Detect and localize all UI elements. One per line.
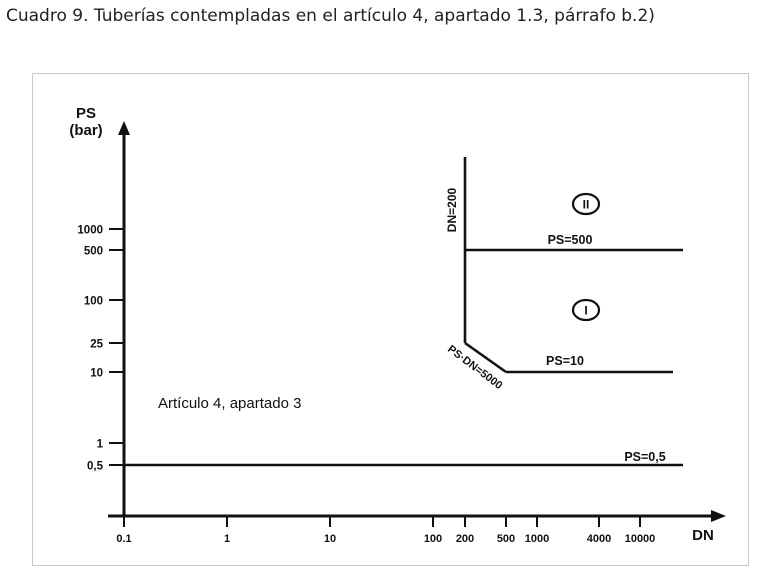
x-tick-label: 500: [497, 533, 515, 545]
label-dn-200: DN=200: [445, 188, 459, 233]
chart-frame: [32, 73, 749, 566]
zone-i-label: I: [584, 304, 587, 318]
x-tick-label: 1: [224, 533, 230, 545]
figure-caption: Cuadro 9. Tuberías contempladas en el ar…: [6, 6, 655, 26]
zone-ii-marker: II: [571, 192, 601, 216]
region-text-articulo: Artículo 4, apartado 3: [158, 395, 301, 412]
y-tick-label: 1: [97, 439, 104, 451]
y-axis-label-unit: (bar): [69, 122, 102, 139]
x-tick-label: 10: [324, 533, 336, 545]
zone-ii-label: II: [583, 198, 590, 212]
zone-i-marker: I: [571, 298, 601, 322]
y-tick-label: 100: [84, 296, 103, 308]
x-axis-arrow: [711, 510, 726, 522]
y-axis-label-ps: PS: [76, 105, 96, 122]
x-axis-label: DN: [692, 527, 714, 544]
x-tick-label: 1000: [525, 533, 549, 545]
series-line-ps-dn-5000: [464, 341, 507, 374]
y-axis-arrow: [118, 121, 130, 135]
label-ps-500: PS=500: [548, 233, 593, 247]
y-tick-label: 1000: [77, 225, 103, 237]
x-tick-label: 200: [456, 533, 474, 545]
y-tick-label: 10: [90, 368, 103, 380]
x-tick-label: 0.1: [116, 533, 131, 545]
x-tick-label: 4000: [587, 533, 611, 545]
y-tick-label: 0,5: [87, 461, 104, 473]
y-tick-label: 25: [90, 339, 103, 351]
y-tick-label: 500: [84, 246, 103, 258]
label-ps-0-5: PS=0,5: [624, 450, 665, 464]
x-tick-label: 10000: [625, 533, 656, 545]
x-tick-label: 100: [424, 533, 442, 545]
label-ps-10: PS=10: [546, 354, 584, 368]
